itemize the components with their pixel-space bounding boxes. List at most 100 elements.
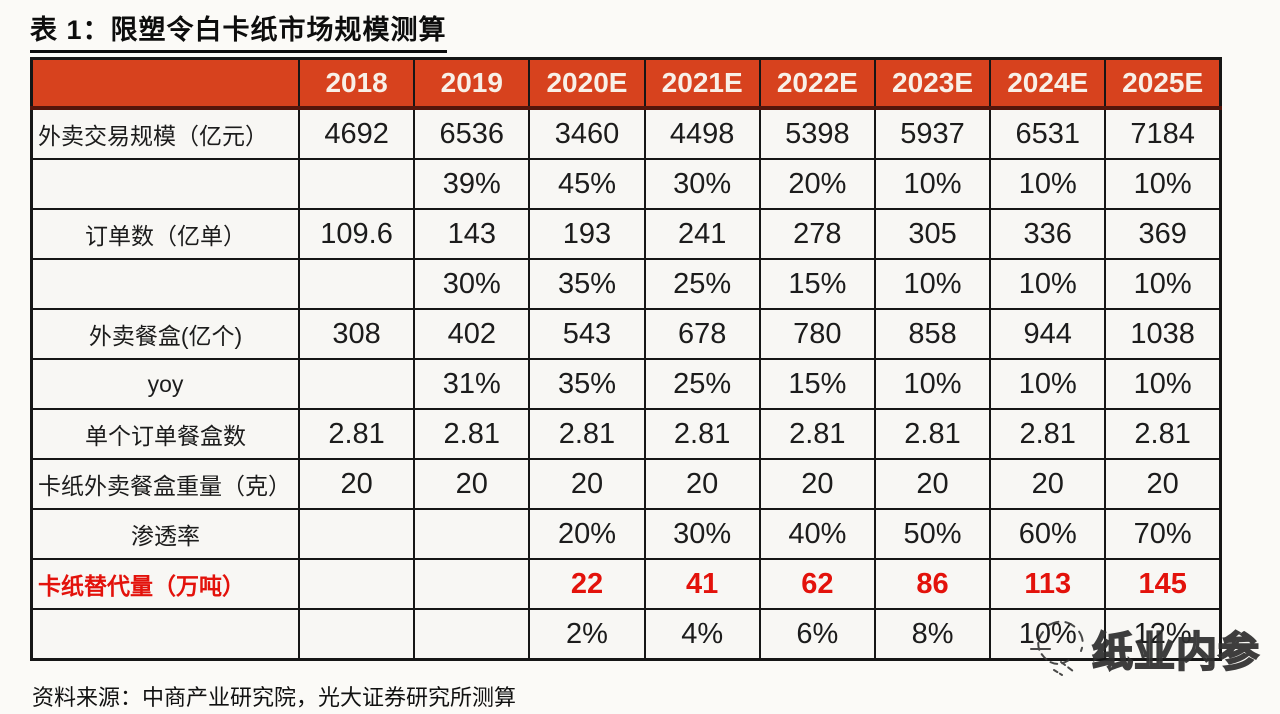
value-cell: 5398 <box>758 107 876 160</box>
value-cell: 369 <box>1104 208 1222 260</box>
value-cell: 10% <box>873 358 992 410</box>
value-cell <box>297 158 416 210</box>
value-cell: 70% <box>1104 508 1222 560</box>
source-note: 资料来源：中商产业研究院，光大证券研究所测算 <box>32 685 517 710</box>
value-cell: 678 <box>643 308 761 360</box>
value-cell: 41 <box>643 558 761 610</box>
row-label-cell: 卡纸外卖餐盒重量（克） <box>30 458 300 510</box>
value-cell: 2.81 <box>873 408 992 460</box>
value-cell: 2% <box>528 608 646 661</box>
value-cell: 3460 <box>528 107 646 160</box>
value-cell: 35% <box>528 358 646 410</box>
table-row: 2% 4% 6% 8% 10% 12% <box>30 608 1222 661</box>
value-cell: 2.81 <box>758 408 876 460</box>
value-cell: 10% <box>989 258 1107 310</box>
value-cell: 2.81 <box>413 408 531 460</box>
value-cell: 20% <box>758 158 876 210</box>
row-label-cell: yoy <box>30 358 300 410</box>
value-cell: 10% <box>989 608 1107 661</box>
value-cell: 35% <box>528 258 646 310</box>
value-cell: 20 <box>528 458 646 510</box>
value-cell <box>413 508 531 560</box>
value-cell: 109.6 <box>297 208 416 260</box>
value-cell <box>297 358 416 410</box>
value-cell: 20% <box>528 508 646 560</box>
row-label-cell <box>30 158 300 210</box>
year-column-header: 2019 <box>413 57 531 110</box>
row-label-column-header <box>30 57 300 110</box>
value-cell <box>297 258 416 310</box>
value-cell: 15% <box>758 258 876 310</box>
value-cell: 6536 <box>413 107 531 160</box>
row-label-cell: 外卖交易规模（亿元） <box>30 107 300 160</box>
value-cell: 45% <box>528 158 646 210</box>
row-label-cell: 单个订单餐盒数 <box>30 408 300 460</box>
value-cell: 50% <box>873 508 992 560</box>
value-cell: 25% <box>643 258 761 310</box>
table-row: 单个订单餐盒数 2.81 2.81 2.81 2.81 2.81 2.81 2.81 2.81 <box>30 408 1222 460</box>
value-cell: 30% <box>643 508 761 560</box>
value-cell: 543 <box>528 308 646 360</box>
year-column-header: 2021E <box>643 57 761 110</box>
value-cell: 10% <box>989 358 1107 410</box>
value-cell: 780 <box>758 308 876 360</box>
value-cell: 31% <box>413 358 531 410</box>
value-cell: 25% <box>643 358 761 410</box>
table-body: 外卖交易规模（亿元） 4692 6536 3460 4498 5398 5937 6531 71… <box>30 107 1222 661</box>
value-cell: 20 <box>643 458 761 510</box>
value-cell <box>413 558 531 610</box>
value-cell: 30% <box>413 258 531 310</box>
value-cell: 145 <box>1104 558 1222 610</box>
value-cell: 8% <box>873 608 992 661</box>
row-label-cell: 外卖餐盒(亿个) <box>30 308 300 360</box>
row-label-cell <box>30 258 300 310</box>
value-cell <box>297 508 416 560</box>
table-row: 30% 35% 25% 15% 10% 10% 10% <box>30 258 1222 310</box>
year-column-header: 2024E <box>989 57 1107 110</box>
value-cell: 20 <box>758 458 876 510</box>
value-cell: 10% <box>1104 158 1222 210</box>
value-cell: 10% <box>989 158 1107 210</box>
value-cell: 143 <box>413 208 531 260</box>
watermark: 纸业内参 <box>1030 612 1260 683</box>
value-cell: 193 <box>528 208 646 260</box>
value-cell: 60% <box>989 508 1107 560</box>
value-cell: 113 <box>989 558 1107 610</box>
table-row: 外卖交易规模（亿元） 4692 6536 3460 4498 5398 5937 6531 71… <box>30 107 1222 160</box>
value-cell: 20 <box>1104 458 1222 510</box>
value-cell: 20 <box>989 458 1107 510</box>
value-cell: 2.81 <box>643 408 761 460</box>
year-column-header: 2020E <box>528 57 646 110</box>
value-cell: 20 <box>873 458 992 510</box>
value-cell: 30% <box>643 158 761 210</box>
value-cell: 22 <box>528 558 646 610</box>
value-cell: 278 <box>758 208 876 260</box>
header-row: 2018 2019 2020E 2021E 2022E 2023E 2024E 2025E <box>30 57 1222 110</box>
value-cell: 15% <box>758 358 876 410</box>
value-cell: 4498 <box>643 107 761 160</box>
value-cell: 62 <box>758 558 876 610</box>
row-label-cell: 订单数（亿单） <box>30 208 300 260</box>
value-cell: 39% <box>413 158 531 210</box>
value-cell: 20 <box>297 458 416 510</box>
value-cell: 308 <box>297 308 416 360</box>
value-cell: 858 <box>873 308 992 360</box>
table-row: yoy 31% 35% 25% 15% 10% 10% 10% <box>30 358 1222 410</box>
value-cell: 241 <box>643 208 761 260</box>
value-cell <box>297 558 416 610</box>
value-cell: 336 <box>989 208 1107 260</box>
value-cell: 2.81 <box>297 408 416 460</box>
value-cell: 10% <box>1104 358 1222 410</box>
value-cell: 4692 <box>297 107 416 160</box>
year-column-header: 2025E <box>1104 57 1222 110</box>
watermark-logo-icon <box>1030 612 1088 683</box>
table-row: 外卖餐盒(亿个) 308 402 543 678 780 858 944 1038 <box>30 308 1222 360</box>
value-cell: 40% <box>758 508 876 560</box>
year-column-header: 2022E <box>758 57 876 110</box>
value-cell <box>297 608 416 661</box>
value-cell: 10% <box>1104 258 1222 310</box>
value-cell: 10% <box>873 158 992 210</box>
row-label-cell: 卡纸替代量（万吨） <box>30 558 300 610</box>
value-cell: 7184 <box>1104 107 1222 160</box>
value-cell: 305 <box>873 208 992 260</box>
